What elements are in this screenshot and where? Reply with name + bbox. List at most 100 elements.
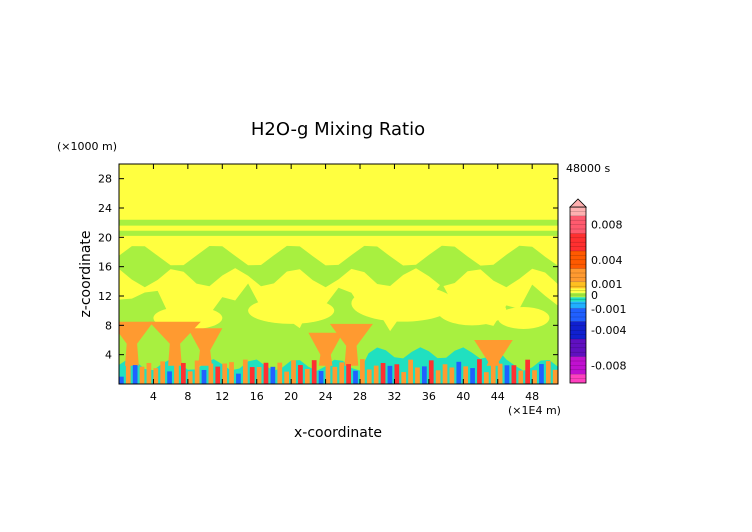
field-surface-cell	[360, 359, 365, 384]
field-surface-cell	[552, 369, 558, 384]
field-surface-cell	[153, 368, 159, 384]
field-surface-cell	[242, 359, 248, 384]
field-surface-cell	[222, 363, 228, 384]
field-surface-cell	[477, 359, 482, 384]
mixing-ratio-field	[119, 164, 558, 384]
colorbar-segment	[570, 308, 586, 322]
field-surface-cell	[401, 372, 407, 384]
field-surface-cell	[408, 359, 413, 384]
field-plume	[308, 332, 343, 366]
x-tick-label: 8	[184, 390, 191, 403]
field-surface-cell	[373, 365, 379, 384]
field-pocket	[497, 307, 550, 329]
field-surface-cell	[428, 360, 434, 384]
colorbar-segment	[570, 301, 586, 309]
field-surface-cell	[318, 370, 324, 384]
x-tick-label: 24	[319, 390, 333, 403]
x-tick-label: 40	[456, 390, 470, 403]
plot-frame	[118, 163, 559, 385]
field-pocket	[437, 296, 507, 326]
field-surface-cell	[256, 367, 262, 384]
x-tick-label: 48	[525, 390, 539, 403]
field-surface-cell	[339, 362, 345, 384]
field-plume	[149, 321, 201, 366]
field-plume	[329, 323, 373, 366]
field-surface-cell	[174, 361, 179, 384]
field-surface-cell	[236, 373, 241, 384]
field-surface-cell	[325, 364, 331, 384]
x-tick-label: 4	[150, 390, 157, 403]
field-surface-cell	[208, 363, 214, 384]
field-surface-cell	[291, 360, 296, 384]
field-surface-cell	[435, 370, 441, 384]
field-surface-cell	[304, 368, 310, 384]
field-region-mid	[119, 245, 558, 288]
x-tick-label: 16	[250, 390, 264, 403]
y-tick-label: 4	[105, 349, 112, 362]
field-surface-cell	[298, 365, 303, 384]
colorbar-label: -0.001	[591, 303, 626, 316]
y-tick-label: 12	[98, 290, 112, 303]
colorbar-label: 0.008	[591, 219, 623, 232]
field-surface-cell	[539, 364, 544, 384]
field-surface-cell	[160, 361, 166, 384]
y-tick-label: 24	[98, 202, 112, 215]
field-band-20	[119, 230, 558, 236]
field-band-22	[119, 219, 558, 226]
field-surface-cell	[284, 371, 290, 384]
field-surface-cell	[139, 366, 145, 384]
x-axis: 4 8 12 16 20 24 28 32 36 40 44 48	[150, 164, 539, 403]
field-surface-cell	[353, 370, 358, 384]
x-axis-label: x-coordinate	[294, 425, 382, 441]
colorbar-segment	[570, 268, 586, 282]
field-surface-cell	[311, 360, 317, 384]
x-tick-label: 20	[284, 390, 298, 403]
field-surface-cell	[201, 369, 207, 384]
field-surface-cell	[215, 366, 221, 384]
field-surface-cell	[277, 362, 283, 384]
x-units-label: (×1E4 m)	[508, 404, 561, 417]
field-surface-cell	[421, 366, 427, 384]
time-label: 48000 s	[566, 162, 610, 175]
y-tick-label: 8	[105, 319, 112, 332]
field-surface-cell	[449, 367, 455, 384]
x-tick-label: 36	[422, 390, 436, 403]
y-tick-label: 16	[98, 261, 112, 274]
y-axis: 4 8 12 16 20 24 28	[98, 173, 558, 362]
x-tick-label: 32	[387, 390, 401, 403]
colorbar-extend-arrow	[569, 198, 587, 208]
field-surface-cell	[525, 359, 531, 384]
field-surface-cell	[270, 366, 276, 384]
field-surface-cell	[194, 360, 200, 384]
colorbar-label: 0	[591, 289, 598, 302]
chart-title: H2O-g Mixing Ratio	[251, 119, 425, 140]
field-plume	[474, 340, 513, 366]
field-surface-cell	[532, 370, 537, 384]
field-surface-cell	[394, 364, 400, 384]
field-surface-cell	[415, 367, 420, 384]
colorbar-label: -0.004	[591, 324, 626, 337]
y-units-label: (×1000 m)	[57, 140, 117, 153]
field-surface-cell	[504, 365, 510, 384]
field-plume	[119, 321, 154, 366]
field-surface-cell	[463, 366, 469, 384]
field-pocket	[351, 285, 455, 322]
y-axis-label: z-coordinate	[78, 230, 94, 317]
field-surface-cell	[545, 361, 551, 384]
field-surface-cell	[146, 362, 152, 384]
x-tick-label: 12	[215, 390, 229, 403]
field-surface-cell	[187, 371, 193, 384]
colorbar-label: 0.004	[591, 254, 623, 267]
field-surface-cell	[511, 365, 517, 384]
field-surface-cell	[167, 371, 172, 384]
field-surface-cell	[483, 372, 489, 384]
field-surface-cell	[366, 369, 372, 384]
field-pocket	[248, 297, 335, 324]
y-tick-label: 28	[98, 173, 112, 186]
field-surface-cell	[346, 364, 351, 384]
colorbar-label: -0.008	[591, 359, 626, 372]
x-tick-label: 28	[353, 390, 367, 403]
field-surface-cell	[229, 362, 234, 384]
